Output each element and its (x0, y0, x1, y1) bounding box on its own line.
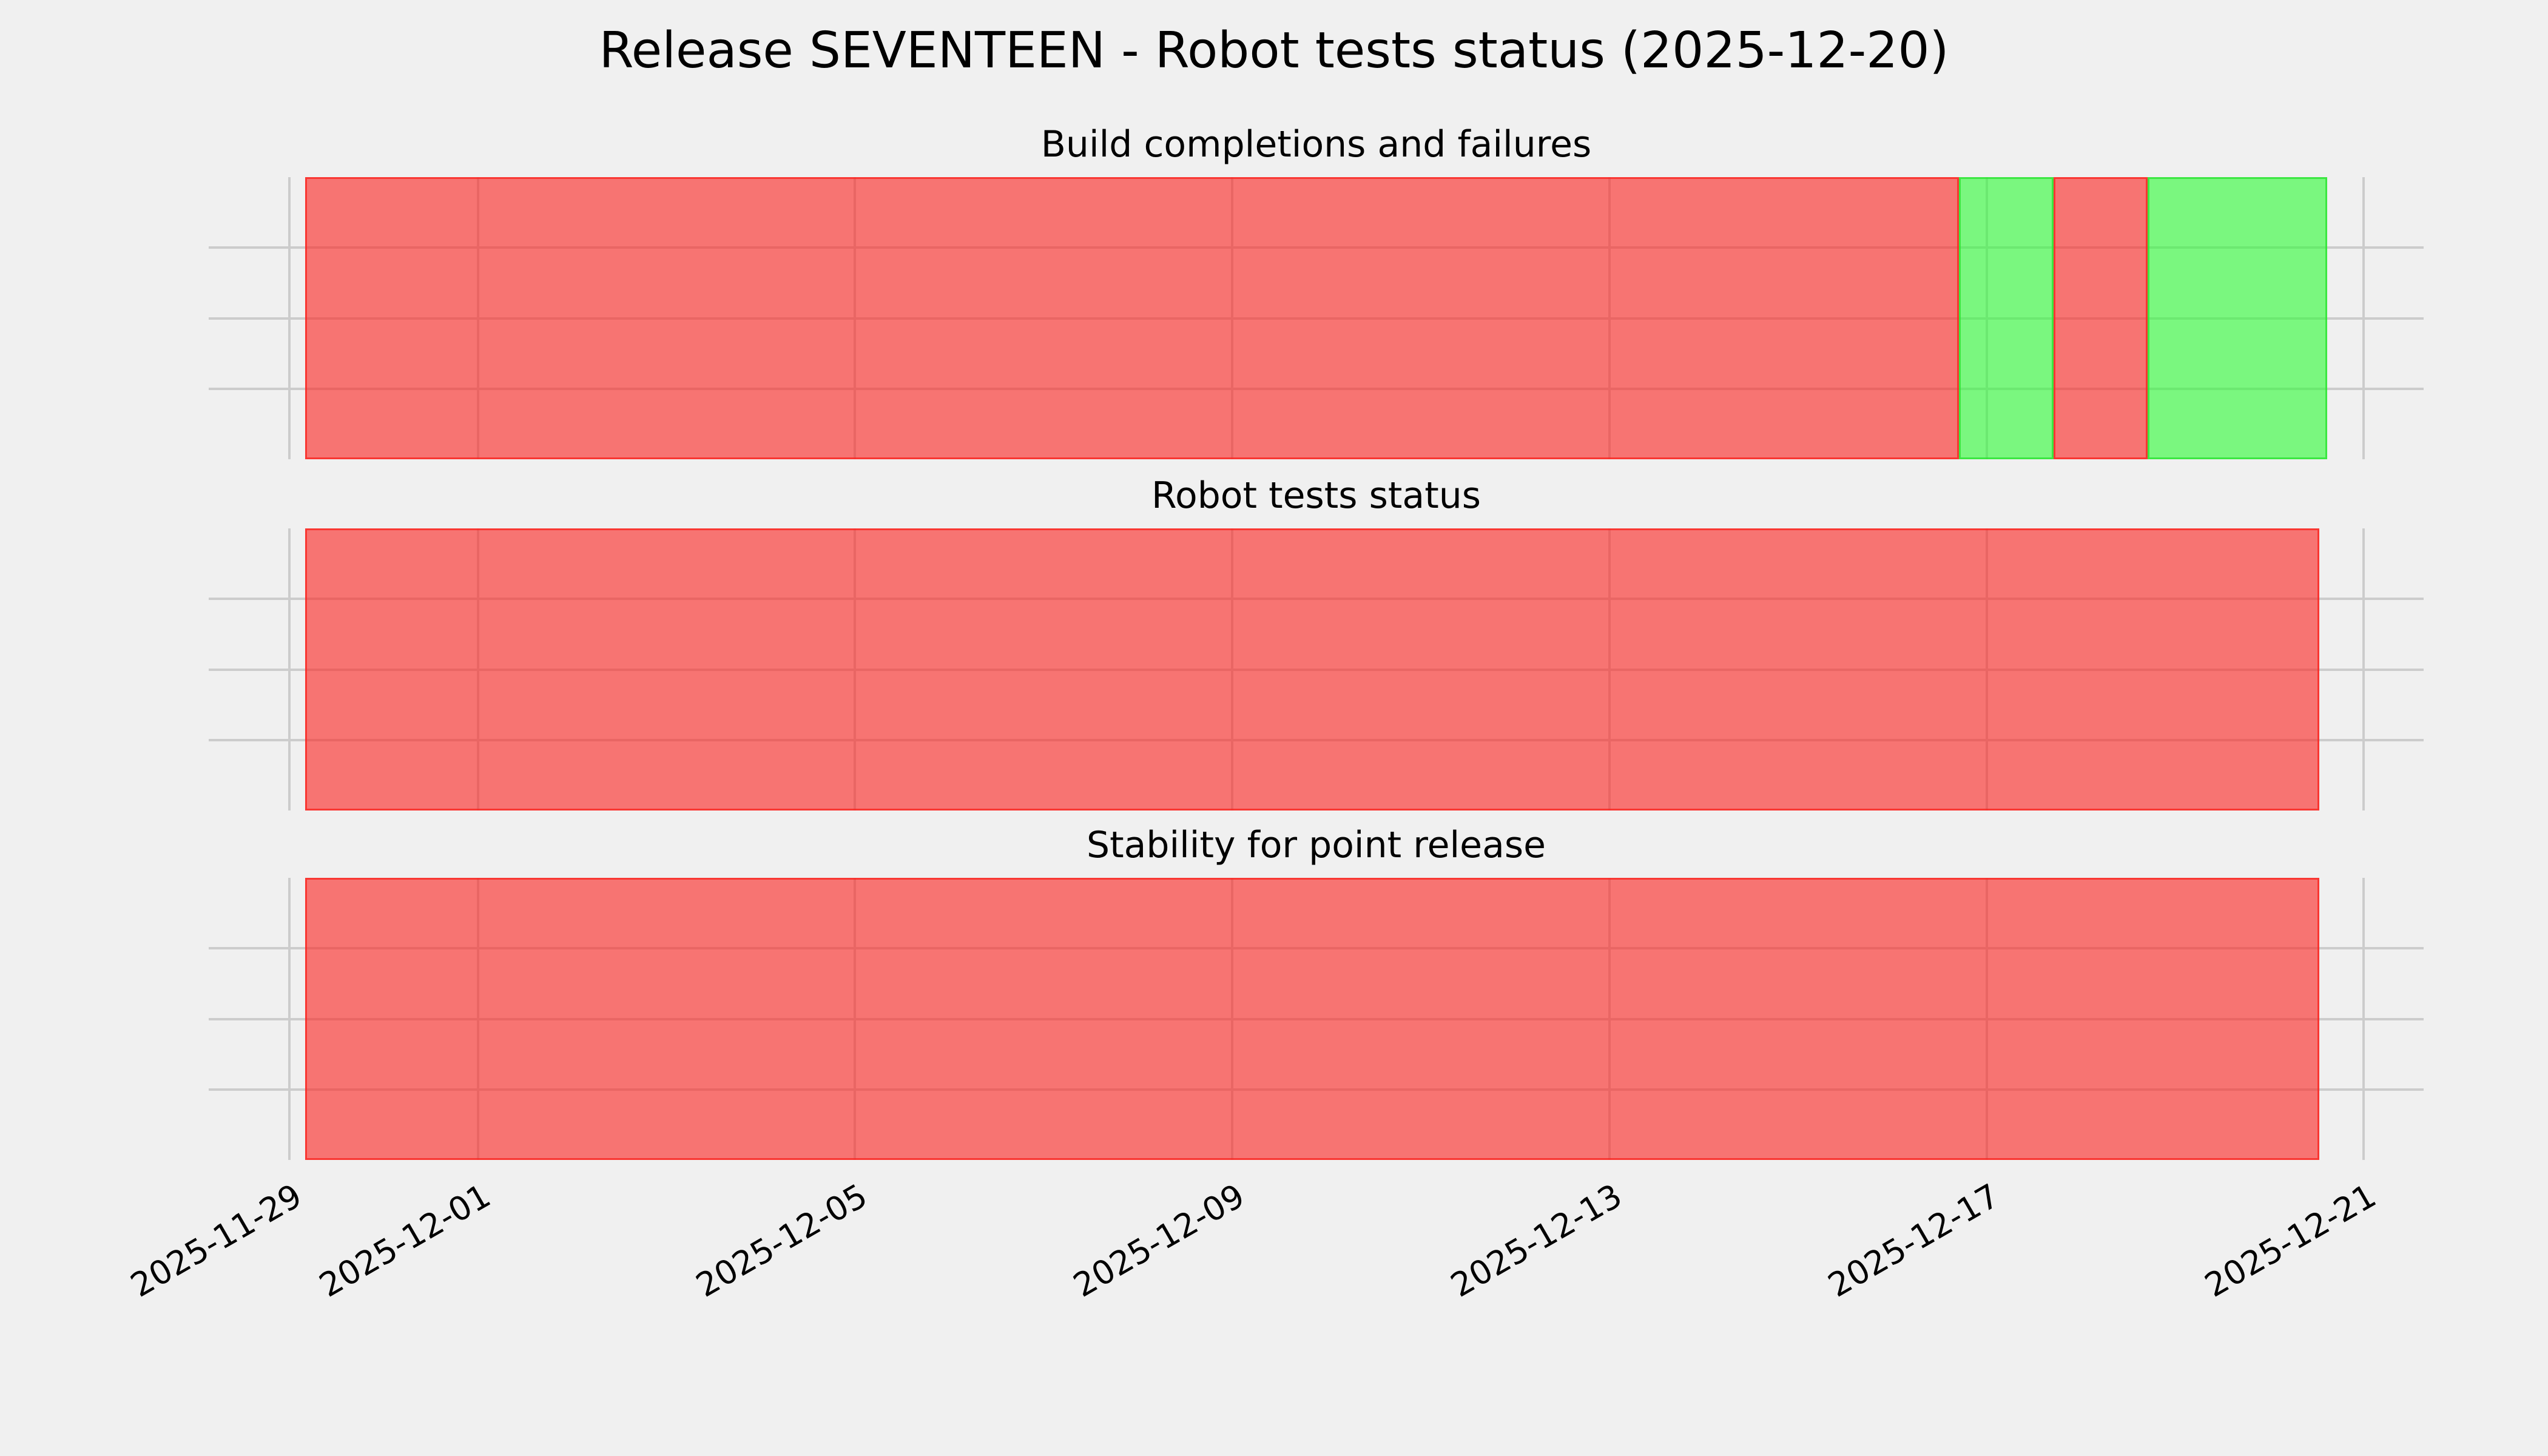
x-gridline (288, 878, 291, 1160)
x-gridline (2362, 528, 2365, 811)
x-gridline (288, 177, 291, 459)
x-gridline (2362, 177, 2365, 459)
subplot-axes (209, 528, 2424, 811)
subplot-title: Build completions and failures (1040, 123, 1592, 166)
subplot-title: Stability for point release (1086, 824, 1546, 866)
status-segment-fail (305, 528, 2320, 811)
status-segment-pass (2148, 177, 2328, 459)
subplot-axes (209, 878, 2424, 1160)
status-segment-fail (2053, 177, 2148, 459)
x-tick-label: 2025-12-01 (312, 1176, 497, 1305)
subplot-axes (209, 177, 2424, 459)
status-segment-fail (305, 177, 1960, 459)
figure-title: Release SEVENTEEN - Robot tests status (… (599, 22, 1949, 79)
x-tick-label: 2025-12-13 (1444, 1176, 1628, 1305)
x-tick-label: 2025-12-09 (1067, 1176, 1252, 1305)
x-tick-label: 2025-12-05 (690, 1176, 874, 1305)
status-segment-pass (1959, 177, 2054, 459)
x-tick-label: 2025-11-29 (124, 1176, 308, 1305)
x-gridline (288, 528, 291, 811)
x-tick-labels: 2025-11-29 2025-12-01 2025-12-05 2025-12-09… (124, 1176, 2424, 1359)
x-gridline (2362, 878, 2365, 1160)
subplot-title: Robot tests status (1151, 474, 1481, 517)
status-segment-fail (305, 878, 2320, 1160)
x-tick-label: 2025-12-21 (2198, 1176, 2383, 1305)
x-tick-label: 2025-12-17 (1821, 1176, 2006, 1305)
